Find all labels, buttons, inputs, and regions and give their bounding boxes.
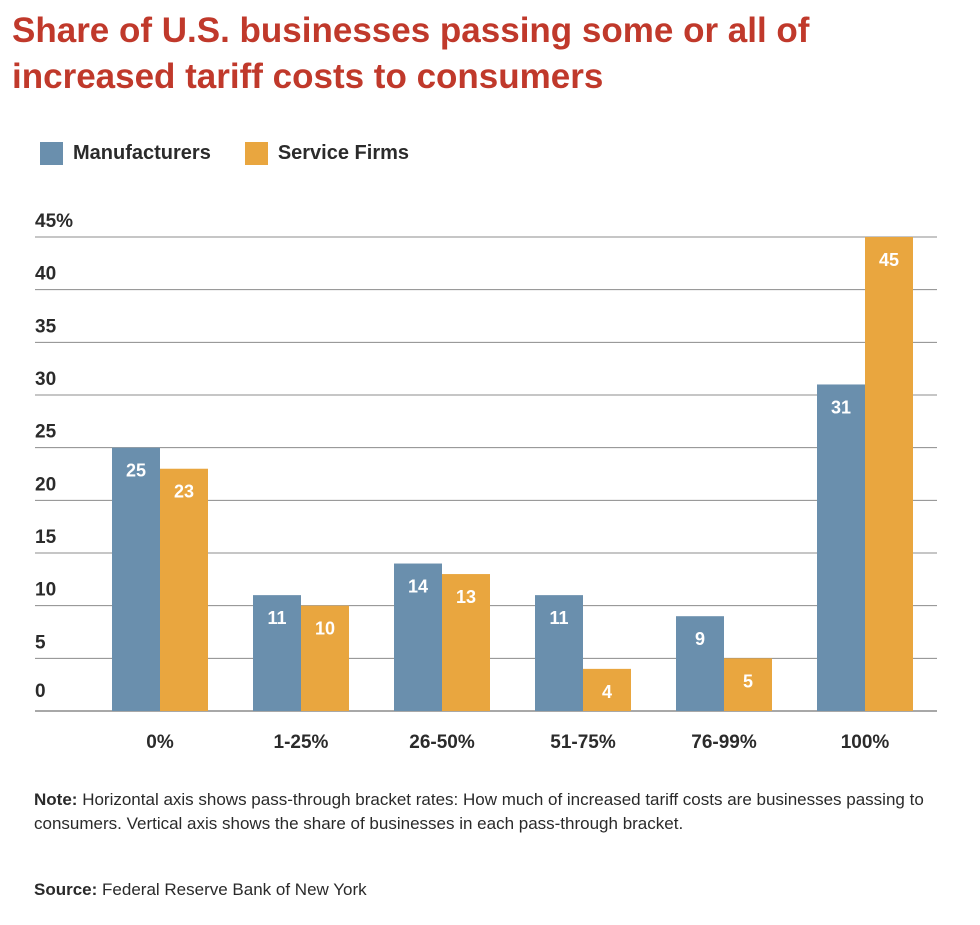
- note-label: Note:: [34, 790, 78, 809]
- x-tick-label: 0%: [146, 732, 174, 753]
- note-text: Horizontal axis shows pass-through brack…: [34, 790, 924, 833]
- bar: [583, 668, 631, 711]
- bar: [112, 447, 160, 711]
- legend-item-manufacturers: Manufacturers: [40, 142, 211, 165]
- y-tick-label: 0: [35, 681, 46, 702]
- y-tick-label: 30: [35, 369, 56, 390]
- bar: [442, 574, 490, 711]
- bar: [301, 605, 349, 711]
- source-text: Federal Reserve Bank of New York: [102, 880, 367, 899]
- x-tick-label: 51-75%: [550, 732, 616, 753]
- bar: [676, 616, 724, 711]
- data-label: 25: [126, 461, 146, 481]
- data-label: 11: [267, 608, 286, 628]
- data-label: 4: [602, 682, 612, 702]
- x-tick-label: 76-99%: [691, 732, 757, 753]
- data-label: 31: [831, 397, 851, 417]
- bar: [865, 237, 913, 711]
- x-tick-label: 26-50%: [409, 732, 475, 753]
- data-label: 9: [695, 629, 705, 649]
- bar: [817, 384, 865, 711]
- y-tick-label: 45%: [35, 211, 73, 232]
- data-label: 13: [456, 587, 476, 607]
- legend-label-service-firms: Service Firms: [277, 142, 410, 164]
- note: Note: Horizontal axis shows pass-through…: [34, 788, 934, 836]
- bar: [535, 595, 583, 711]
- source: Source: Federal Reserve Bank of New York: [34, 880, 367, 900]
- y-tick-label: 25: [35, 422, 57, 443]
- y-tick-label: 35: [35, 316, 57, 337]
- bar-chart: 0 5 10 15 20 25 30 35 40 45% 25 23 0% 11 10 1-25% 14 13 26…: [35, 211, 937, 753]
- bar: [160, 468, 208, 711]
- y-tick-label: 5: [35, 632, 46, 653]
- legend-swatch-manufacturers: [40, 142, 63, 165]
- bar: [253, 595, 301, 711]
- data-label: 23: [174, 482, 194, 502]
- y-tick-label: 20: [35, 474, 56, 495]
- legend: Manufacturers Service Firms: [40, 142, 443, 165]
- data-label: 10: [315, 619, 335, 639]
- y-tick-label: 15: [35, 527, 57, 548]
- source-label: Source:: [34, 880, 98, 899]
- x-tick-label: 1-25%: [274, 732, 329, 753]
- legend-item-service-firms: Service Firms: [244, 142, 410, 165]
- y-tick-label: 10: [35, 580, 56, 601]
- bar: [724, 658, 772, 711]
- data-label: 14: [408, 577, 428, 597]
- legend-swatch-service-firms: [244, 142, 268, 165]
- chart-title: Share of U.S. businesses passing some or…: [12, 11, 810, 96]
- bar: [394, 563, 442, 711]
- data-label: 45: [879, 250, 899, 270]
- y-tick-label: 40: [35, 264, 56, 285]
- data-label: 5: [743, 671, 753, 691]
- data-label: 11: [549, 608, 568, 628]
- legend-label-manufacturers: Manufacturers: [73, 142, 211, 164]
- x-tick-label: 100%: [841, 732, 890, 753]
